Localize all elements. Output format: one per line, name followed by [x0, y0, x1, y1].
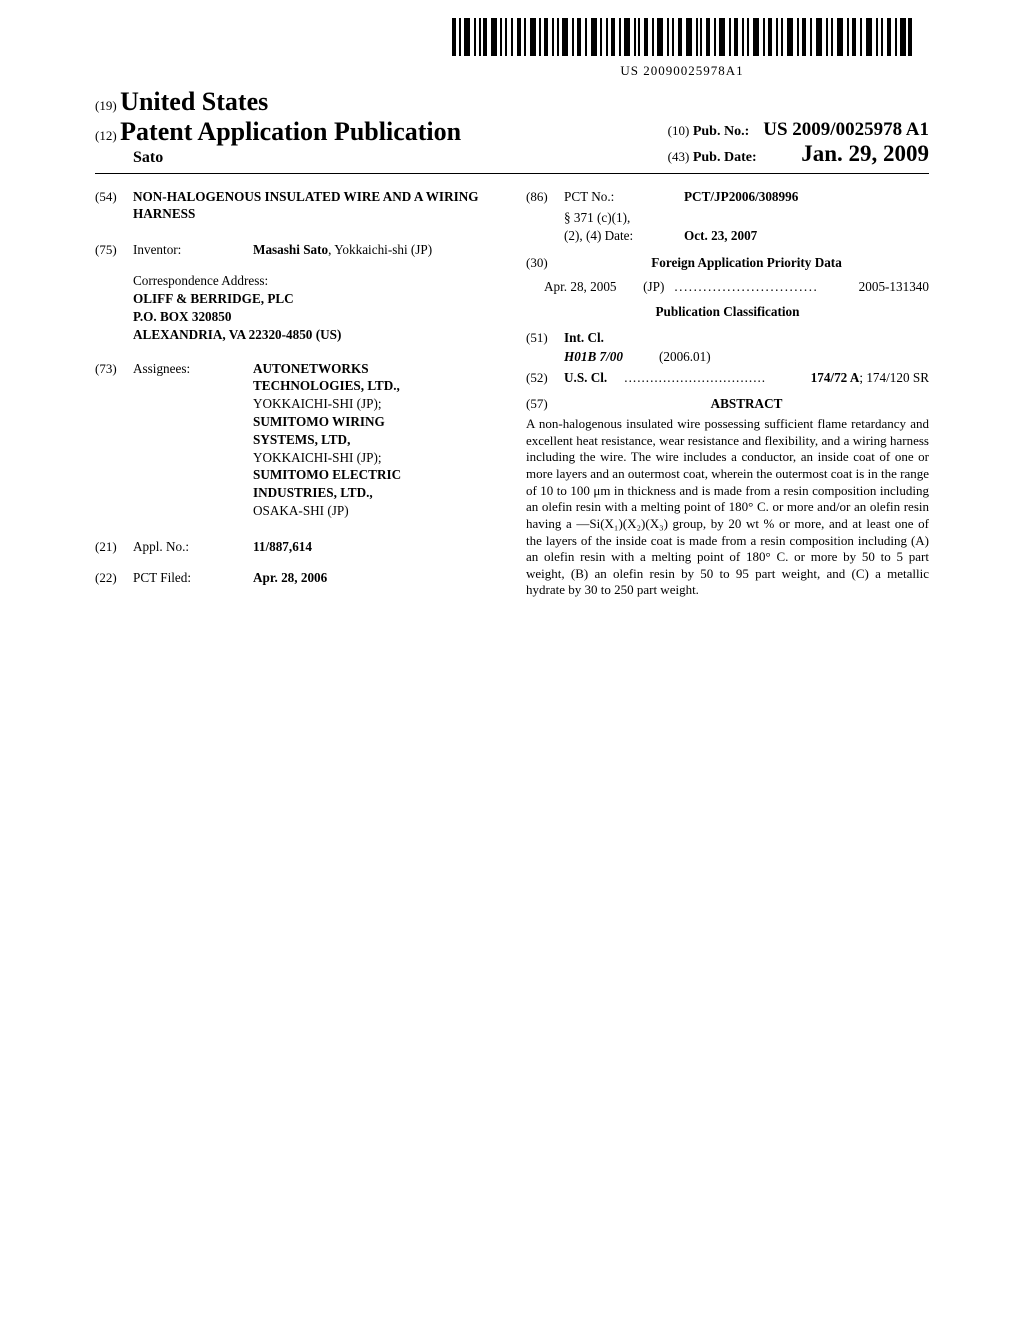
- correspondence-line-3: ALEXANDRIA, VA 22320-4850 (US): [133, 326, 498, 344]
- invention-title: NON-HALOGENOUS INSULATED WIRE AND A WIRI…: [133, 188, 498, 223]
- author-surname: Sato: [95, 149, 461, 167]
- assignee-line: TECHNOLOGIES, LTD.,: [253, 377, 498, 395]
- code-86: (86): [526, 188, 564, 205]
- inventor-label: Inventor:: [133, 241, 253, 258]
- biblio-columns: (54) NON-HALOGENOUS INSULATED WIRE AND A…: [95, 188, 929, 601]
- assignee-line: SUMITOMO ELECTRIC: [253, 466, 498, 484]
- abstract-text: A non-halogenous insulated wire possessi…: [526, 416, 929, 599]
- barcode-label: US 20090025978A1: [435, 63, 929, 79]
- assignee-line: AUTONETWORKS: [253, 360, 498, 378]
- s371-line1: § 371 (c)(1),: [564, 209, 929, 226]
- intcl-symbol: H01B 7/00: [564, 348, 623, 365]
- code-43: (43): [668, 149, 690, 164]
- uscl-rest: ; 174/120 SR: [859, 370, 929, 385]
- intcl-label: Int. Cl.: [564, 329, 604, 346]
- assignees-value: AUTONETWORKS TECHNOLOGIES, LTD., YOKKAIC…: [253, 360, 498, 520]
- code-73: (73): [95, 360, 133, 520]
- correspondence-label: Correspondence Address:: [133, 272, 498, 290]
- priority-date: Apr. 28, 2005: [544, 278, 617, 295]
- uscl-main: 174/72 A: [811, 370, 860, 385]
- code-30: (30): [526, 254, 564, 271]
- intcl-version: (2006.01): [659, 348, 711, 365]
- pubno-value: US 2009/0025978 A1: [763, 119, 929, 140]
- priority-country: (JP): [643, 278, 664, 295]
- code-54: (54): [95, 188, 133, 223]
- right-column: (86) PCT No.: PCT/JP2006/308996 § 371 (c…: [526, 188, 929, 601]
- barcode-block: US 20090025978A1: [435, 18, 929, 79]
- s371-line2-label: (2), (4) Date:: [564, 227, 684, 244]
- correspondence-line-1: OLIFF & BERRIDGE, PLC: [133, 290, 498, 308]
- document-type: Patent Application Publication: [120, 117, 461, 146]
- header-rule: [95, 173, 929, 174]
- dot-leader: ..............................: [674, 278, 848, 295]
- assignee-line: YOKKAICHI-SHI (JP);: [253, 449, 498, 467]
- assignee-line: INDUSTRIES, LTD.,: [253, 484, 498, 502]
- code-51: (51): [526, 329, 564, 346]
- assignee-line: SUMITOMO WIRING: [253, 413, 498, 431]
- pctno-label: PCT No.:: [564, 188, 684, 205]
- dot-leader: .................................: [620, 369, 811, 386]
- pubno-label: Pub. No.:: [693, 124, 749, 139]
- applno-value: 11/887,614: [253, 538, 498, 555]
- inventor-name: Masashi Sato: [253, 242, 328, 257]
- code-75: (75): [95, 241, 133, 258]
- pubclass-heading: Publication Classification: [526, 303, 929, 320]
- abstract-heading: ABSTRACT: [564, 395, 929, 412]
- left-column: (54) NON-HALOGENOUS INSULATED WIRE AND A…: [95, 188, 498, 601]
- code-10: (10): [668, 123, 690, 138]
- pctno-value: PCT/JP2006/308996: [684, 188, 929, 205]
- applno-label: Appl. No.:: [133, 538, 253, 555]
- uscl-label: U.S. Cl.: [564, 369, 620, 386]
- pctfiled-label: PCT Filed:: [133, 569, 253, 586]
- pubdate-value: Jan. 29, 2009: [801, 141, 929, 167]
- assignee-line: SYSTEMS, LTD,: [253, 431, 498, 449]
- assignee-line: YOKKAICHI-SHI (JP);: [253, 395, 498, 413]
- pctfiled-value: Apr. 28, 2006: [253, 569, 498, 586]
- priority-number: 2005-131340: [859, 278, 929, 295]
- barcode-graphic: [452, 18, 912, 56]
- code-22: (22): [95, 569, 133, 586]
- code-52: (52): [526, 369, 564, 386]
- assignees-label: Assignees:: [133, 360, 253, 520]
- document-header: (19) United States (12) Patent Applicati…: [95, 87, 929, 167]
- code-57: (57): [526, 395, 564, 412]
- foreign-priority-heading: Foreign Application Priority Data: [564, 254, 929, 271]
- country-name: United States: [120, 87, 268, 116]
- correspondence-line-2: P.O. BOX 320850: [133, 308, 498, 326]
- code-19: (19): [95, 98, 117, 113]
- assignee-line: OSAKA-SHI (JP): [253, 502, 498, 520]
- s371-date: Oct. 23, 2007: [684, 227, 757, 244]
- inventor-residence: , Yokkaichi-shi (JP): [328, 242, 432, 257]
- code-12: (12): [95, 128, 117, 143]
- pubdate-label: Pub. Date:: [693, 150, 757, 165]
- code-21: (21): [95, 538, 133, 555]
